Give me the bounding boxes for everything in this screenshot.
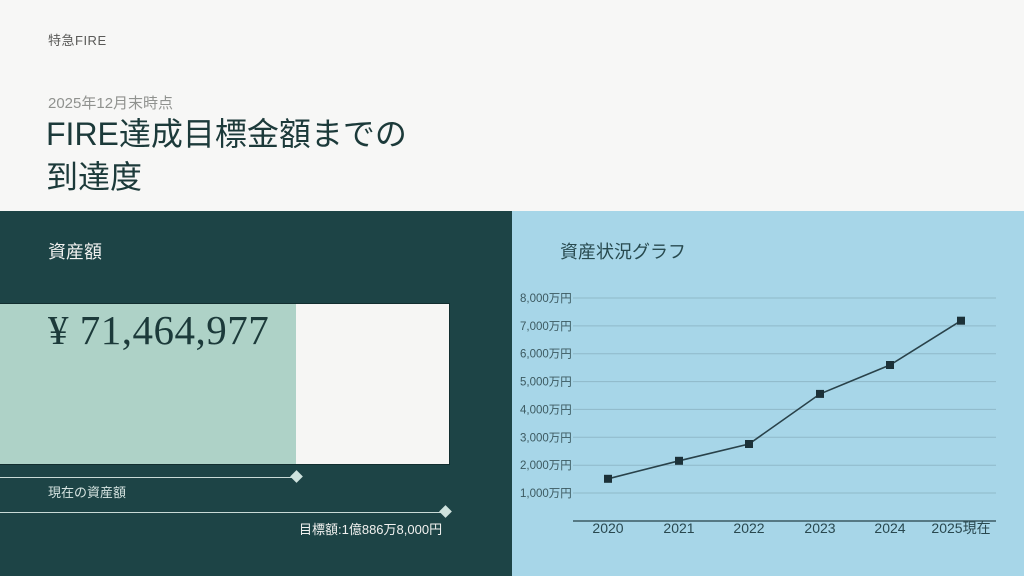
svg-text:2021: 2021 bbox=[663, 520, 694, 536]
svg-text:2,000万円: 2,000万円 bbox=[520, 460, 572, 472]
svg-text:7,000万円: 7,000万円 bbox=[520, 321, 572, 333]
svg-text:5,000万円: 5,000万円 bbox=[520, 377, 572, 389]
svg-text:2020: 2020 bbox=[592, 520, 623, 536]
svg-text:3,000万円: 3,000万円 bbox=[520, 432, 572, 444]
svg-text:2024: 2024 bbox=[874, 520, 905, 536]
svg-text:4,000万円: 4,000万円 bbox=[520, 404, 572, 416]
svg-text:8,000万円: 8,000万円 bbox=[520, 293, 572, 305]
svg-text:6,000万円: 6,000万円 bbox=[520, 349, 572, 361]
svg-text:2025現在: 2025現在 bbox=[931, 520, 990, 536]
svg-text:2022: 2022 bbox=[733, 520, 764, 536]
svg-text:1,000万円: 1,000万円 bbox=[520, 488, 572, 500]
svg-text:2023: 2023 bbox=[804, 520, 835, 536]
